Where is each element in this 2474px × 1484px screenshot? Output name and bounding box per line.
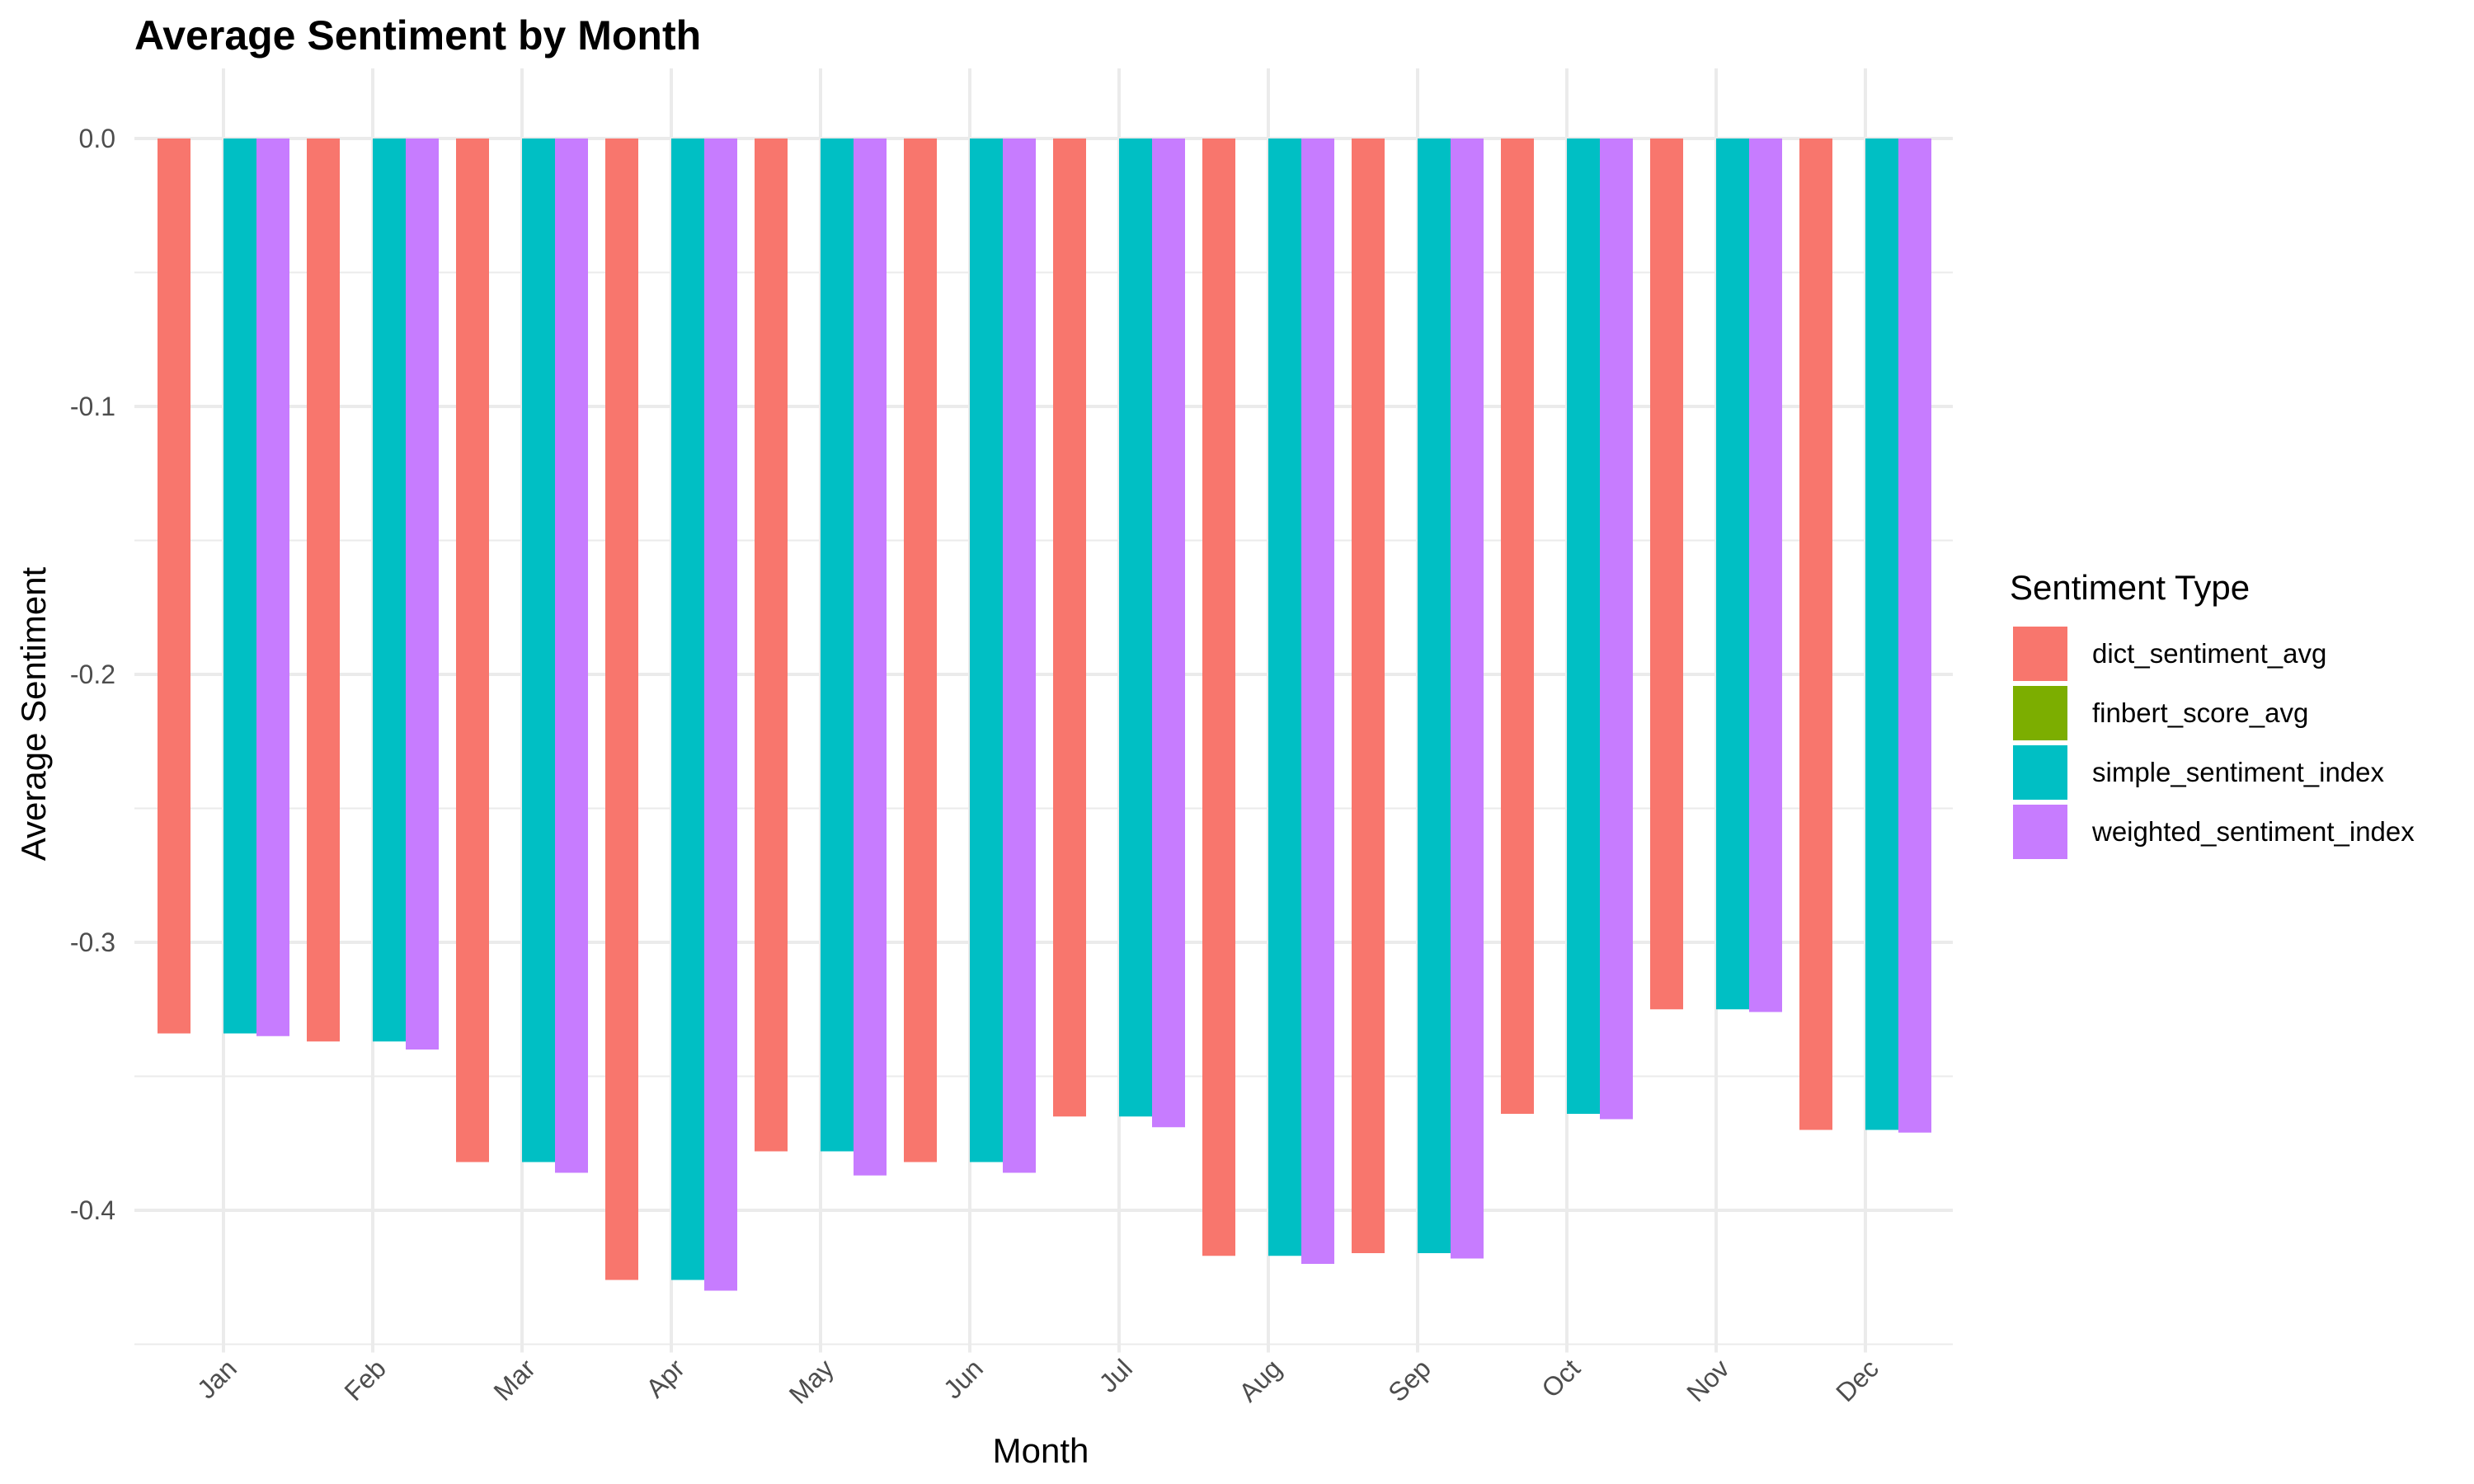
- bar: [970, 139, 1003, 1162]
- legend-label: simple_sentiment_index: [2092, 757, 2385, 787]
- bar: [555, 139, 588, 1173]
- bar: [1799, 139, 1832, 1130]
- bar: [854, 139, 887, 1176]
- x-tick-label: Jan: [191, 1353, 242, 1404]
- x-tick-label: Dec: [1830, 1353, 1884, 1407]
- x-tick-label: Mar: [488, 1353, 542, 1407]
- x-axis-ticks: Jan Feb Mar Apr May Jun Jul Aug Sep Oct Nov Dec: [191, 1353, 1884, 1409]
- bar: [158, 139, 190, 1034]
- bar: [1567, 139, 1600, 1114]
- bar: [671, 139, 704, 1280]
- bar: [307, 139, 340, 1042]
- x-tick-label: Aug: [1233, 1353, 1287, 1407]
- bar: [1501, 139, 1534, 1114]
- legend-swatch: [2013, 805, 2067, 859]
- bar: [1600, 139, 1633, 1120]
- bar: [1152, 139, 1185, 1128]
- y-tick-label: 0.0: [79, 124, 115, 153]
- bar: [1268, 139, 1301, 1256]
- bar: [821, 139, 854, 1152]
- bar: [1003, 139, 1036, 1173]
- x-tick-label: Oct: [1536, 1353, 1586, 1403]
- x-tick-label: Jul: [1094, 1353, 1138, 1397]
- bar: [704, 139, 737, 1291]
- legend-label: dict_sentiment_avg: [2092, 638, 2326, 669]
- bar: [1301, 139, 1334, 1264]
- x-axis-label: Month: [993, 1431, 1089, 1470]
- bar: [1650, 139, 1683, 1010]
- y-tick-label: -0.4: [70, 1195, 115, 1225]
- bar: [755, 139, 788, 1152]
- legend-swatch: [2013, 627, 2067, 681]
- bar: [456, 139, 489, 1162]
- y-axis-label: Average Sentiment: [14, 566, 53, 861]
- legend-label: weighted_sentiment_index: [2091, 816, 2415, 847]
- bar: [1053, 139, 1086, 1117]
- x-tick-label: Jun: [938, 1353, 989, 1404]
- x-tick-label: Sep: [1382, 1353, 1437, 1407]
- bar: [406, 139, 439, 1050]
- x-tick-label: Feb: [339, 1353, 392, 1406]
- legend-items: dict_sentiment_avg finbert_score_avgsimpl…: [2013, 627, 2415, 859]
- x-tick-label: Nov: [1681, 1353, 1735, 1407]
- legend-swatch: [2013, 745, 2067, 800]
- bar: [1898, 139, 1931, 1133]
- bar: [223, 139, 256, 1034]
- bars: [158, 139, 1931, 1291]
- x-tick-label: Apr: [640, 1353, 690, 1403]
- x-tick-label: May: [783, 1353, 840, 1409]
- bar: [1202, 139, 1235, 1256]
- legend-swatch: [2013, 686, 2067, 740]
- bar: [904, 139, 937, 1162]
- y-axis-ticks: 0.0 -0.1 -0.2 -0.3 -0.4: [70, 124, 115, 1225]
- legend-title: Sentiment Type: [2010, 568, 2250, 607]
- chart-title: Average Sentiment by Month: [134, 12, 701, 59]
- bar: [1418, 139, 1451, 1253]
- bar: [1451, 139, 1484, 1259]
- bar: [256, 139, 289, 1036]
- bar: [1865, 139, 1898, 1130]
- legend-label: finbert_score_avg: [2092, 697, 2308, 728]
- bar: [1119, 139, 1152, 1117]
- bar: [1352, 139, 1385, 1253]
- bar: [1749, 139, 1782, 1012]
- bar: [605, 139, 638, 1280]
- y-tick-label: -0.2: [70, 660, 115, 689]
- bar: [522, 139, 555, 1162]
- legend: Sentiment Type dict_sentiment_avgfinbert…: [2010, 568, 2415, 859]
- bar: [373, 139, 406, 1042]
- y-tick-label: -0.3: [70, 928, 115, 957]
- y-tick-label: -0.1: [70, 392, 115, 421]
- bar: [1716, 139, 1749, 1010]
